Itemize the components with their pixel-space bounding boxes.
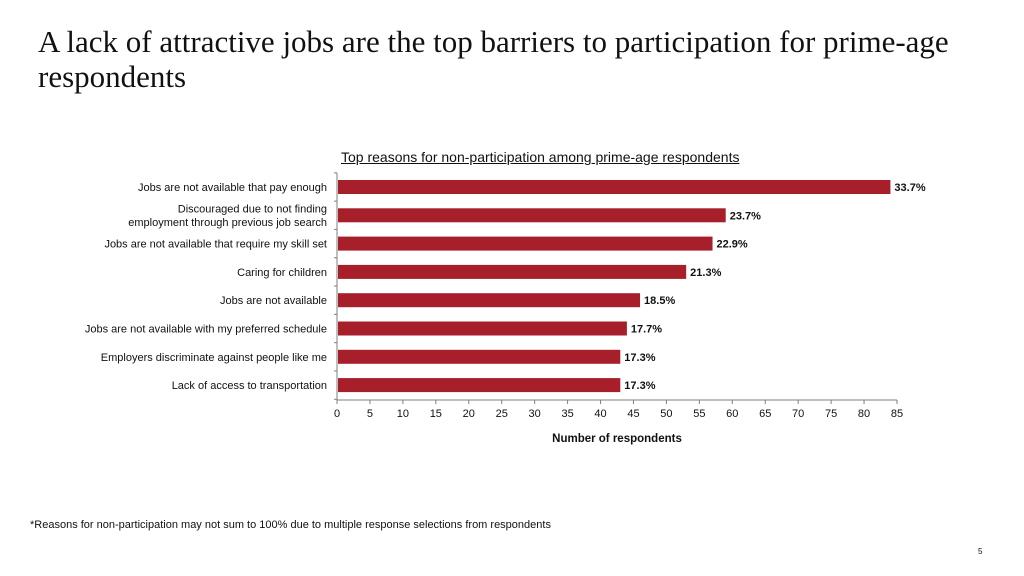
x-tick-label: 55 xyxy=(693,408,705,420)
x-tick-label: 85 xyxy=(891,408,903,420)
x-tick-label: 20 xyxy=(463,408,475,420)
data-label: 22.9% xyxy=(717,239,748,251)
category-label: Jobs are not available that pay enough xyxy=(138,182,327,194)
x-tick-label: 65 xyxy=(759,408,771,420)
data-label: 23.7% xyxy=(730,210,761,222)
category-label: Jobs are not available xyxy=(220,295,327,307)
data-label: 21.3% xyxy=(690,267,721,279)
slide-title: A lack of attractive jobs are the top ba… xyxy=(38,24,949,94)
category-label: employment through previous job search xyxy=(128,217,327,229)
bar xyxy=(338,236,713,251)
bar xyxy=(338,180,891,194)
x-tick-label: 75 xyxy=(825,408,837,420)
x-tick-label: 15 xyxy=(430,408,442,420)
x-tick-label: 60 xyxy=(726,408,738,420)
bar xyxy=(338,349,621,364)
x-tick-label: 10 xyxy=(397,408,409,420)
category-label: Employers discriminate against people li… xyxy=(101,352,327,364)
x-tick-label: 40 xyxy=(594,408,606,420)
x-tick-label: 25 xyxy=(496,408,508,420)
data-label: 17.3% xyxy=(624,352,655,364)
x-tick-label: 35 xyxy=(561,408,573,420)
data-label: 33.7% xyxy=(894,182,925,194)
x-tick-label: 50 xyxy=(660,408,672,420)
bar xyxy=(338,321,627,336)
bar xyxy=(338,264,687,279)
page-number: 5 xyxy=(978,547,983,556)
data-label: 17.3% xyxy=(624,380,655,392)
category-label: Lack of access to transportation xyxy=(172,380,327,392)
x-tick-label: 70 xyxy=(792,408,804,420)
category-label: Jobs are not available with my preferred… xyxy=(85,324,327,336)
footnote: *Reasons for non-participation may not s… xyxy=(30,519,551,531)
bar xyxy=(338,378,621,393)
category-label: Discouraged due to not finding xyxy=(178,204,327,216)
chart-title: Top reasons for non-participation among … xyxy=(341,149,740,165)
bar xyxy=(338,293,641,308)
x-tick-label: 0 xyxy=(334,408,340,420)
data-label: 17.7% xyxy=(631,324,662,336)
bar xyxy=(338,208,726,223)
category-label: Jobs are not available that require my s… xyxy=(104,239,327,251)
x-tick-label: 45 xyxy=(627,408,639,420)
x-axis-title: Number of respondents xyxy=(552,433,682,445)
x-tick-label: 80 xyxy=(858,408,870,420)
category-label: Caring for children xyxy=(237,267,327,279)
x-tick-label: 5 xyxy=(367,408,373,420)
data-label: 18.5% xyxy=(644,295,675,307)
x-tick-label: 30 xyxy=(529,408,541,420)
